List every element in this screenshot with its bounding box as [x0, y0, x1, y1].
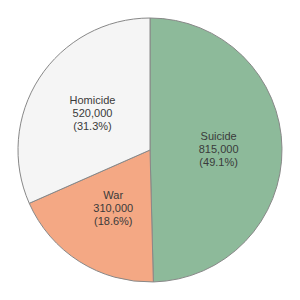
svg-text:Homicide520,000(31.3%): Homicide520,000(31.3%) — [70, 94, 116, 132]
svg-text:War310,000(18.6%): War310,000(18.6%) — [93, 189, 133, 227]
svg-text:Suicide815,000(49.1%): Suicide815,000(49.1%) — [199, 130, 239, 168]
